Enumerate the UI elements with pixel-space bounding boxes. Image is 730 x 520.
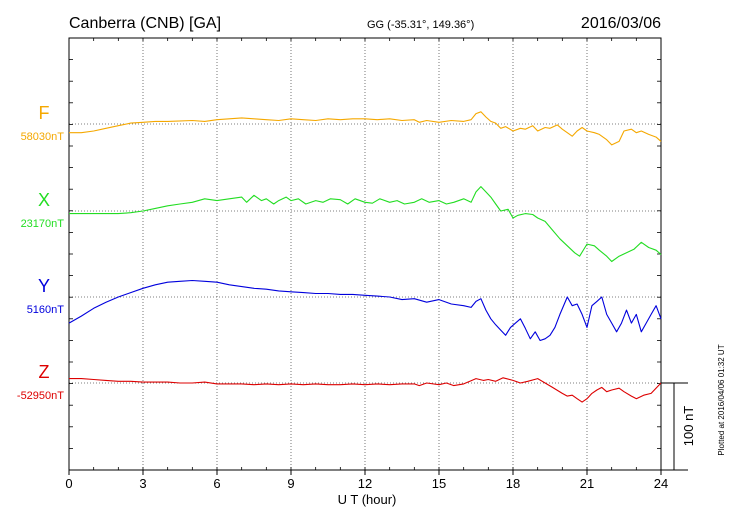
series-line-z [69,377,662,403]
baseline-value: -52950nT [17,390,64,402]
x-tick-label: 6 [213,476,220,491]
component-labels: F 58030nT X 23170nT Y 5160nT Z -52950nT [17,103,64,402]
series-line-f [69,111,662,146]
x-axis-ticks: 0 3 6 9 12 15 18 21 24 [65,37,668,491]
x-tick-label: 0 [65,476,72,491]
x-tick-label: 12 [358,476,372,491]
baseline-value: 23170nT [21,218,65,230]
baseline-value: 58030nT [21,131,65,143]
component-name: Z [39,362,50,382]
scale-bar-label: 100 nT [681,406,696,447]
component-name: F [39,103,50,123]
component-name: Y [38,276,50,296]
series-lines [68,111,662,403]
x-tick-label: 24 [654,476,668,491]
x-axis-label: U T (hour) [338,492,397,507]
x-tick-label: 18 [506,476,520,491]
x-tick-label: 9 [287,476,294,491]
station-title: Canberra (CNB) [GA] [69,15,221,32]
plotted-timestamp: Plotted at 2016/04/06 01:32 UT [717,344,726,455]
baseline-value: 5160nT [27,304,65,316]
grid-lines [69,38,661,470]
coordinates-label: GG (-35.31°, 149.36°) [367,19,474,31]
x-tick-label: 3 [139,476,146,491]
series-line-y [68,279,662,342]
x-tick-label: 21 [580,476,594,491]
series-line-x [69,186,662,263]
component-name: X [38,190,50,210]
scale-bar: 100 nT [661,382,696,471]
x-tick-label: 15 [432,476,446,491]
date-label: 2016/03/06 [581,15,661,32]
